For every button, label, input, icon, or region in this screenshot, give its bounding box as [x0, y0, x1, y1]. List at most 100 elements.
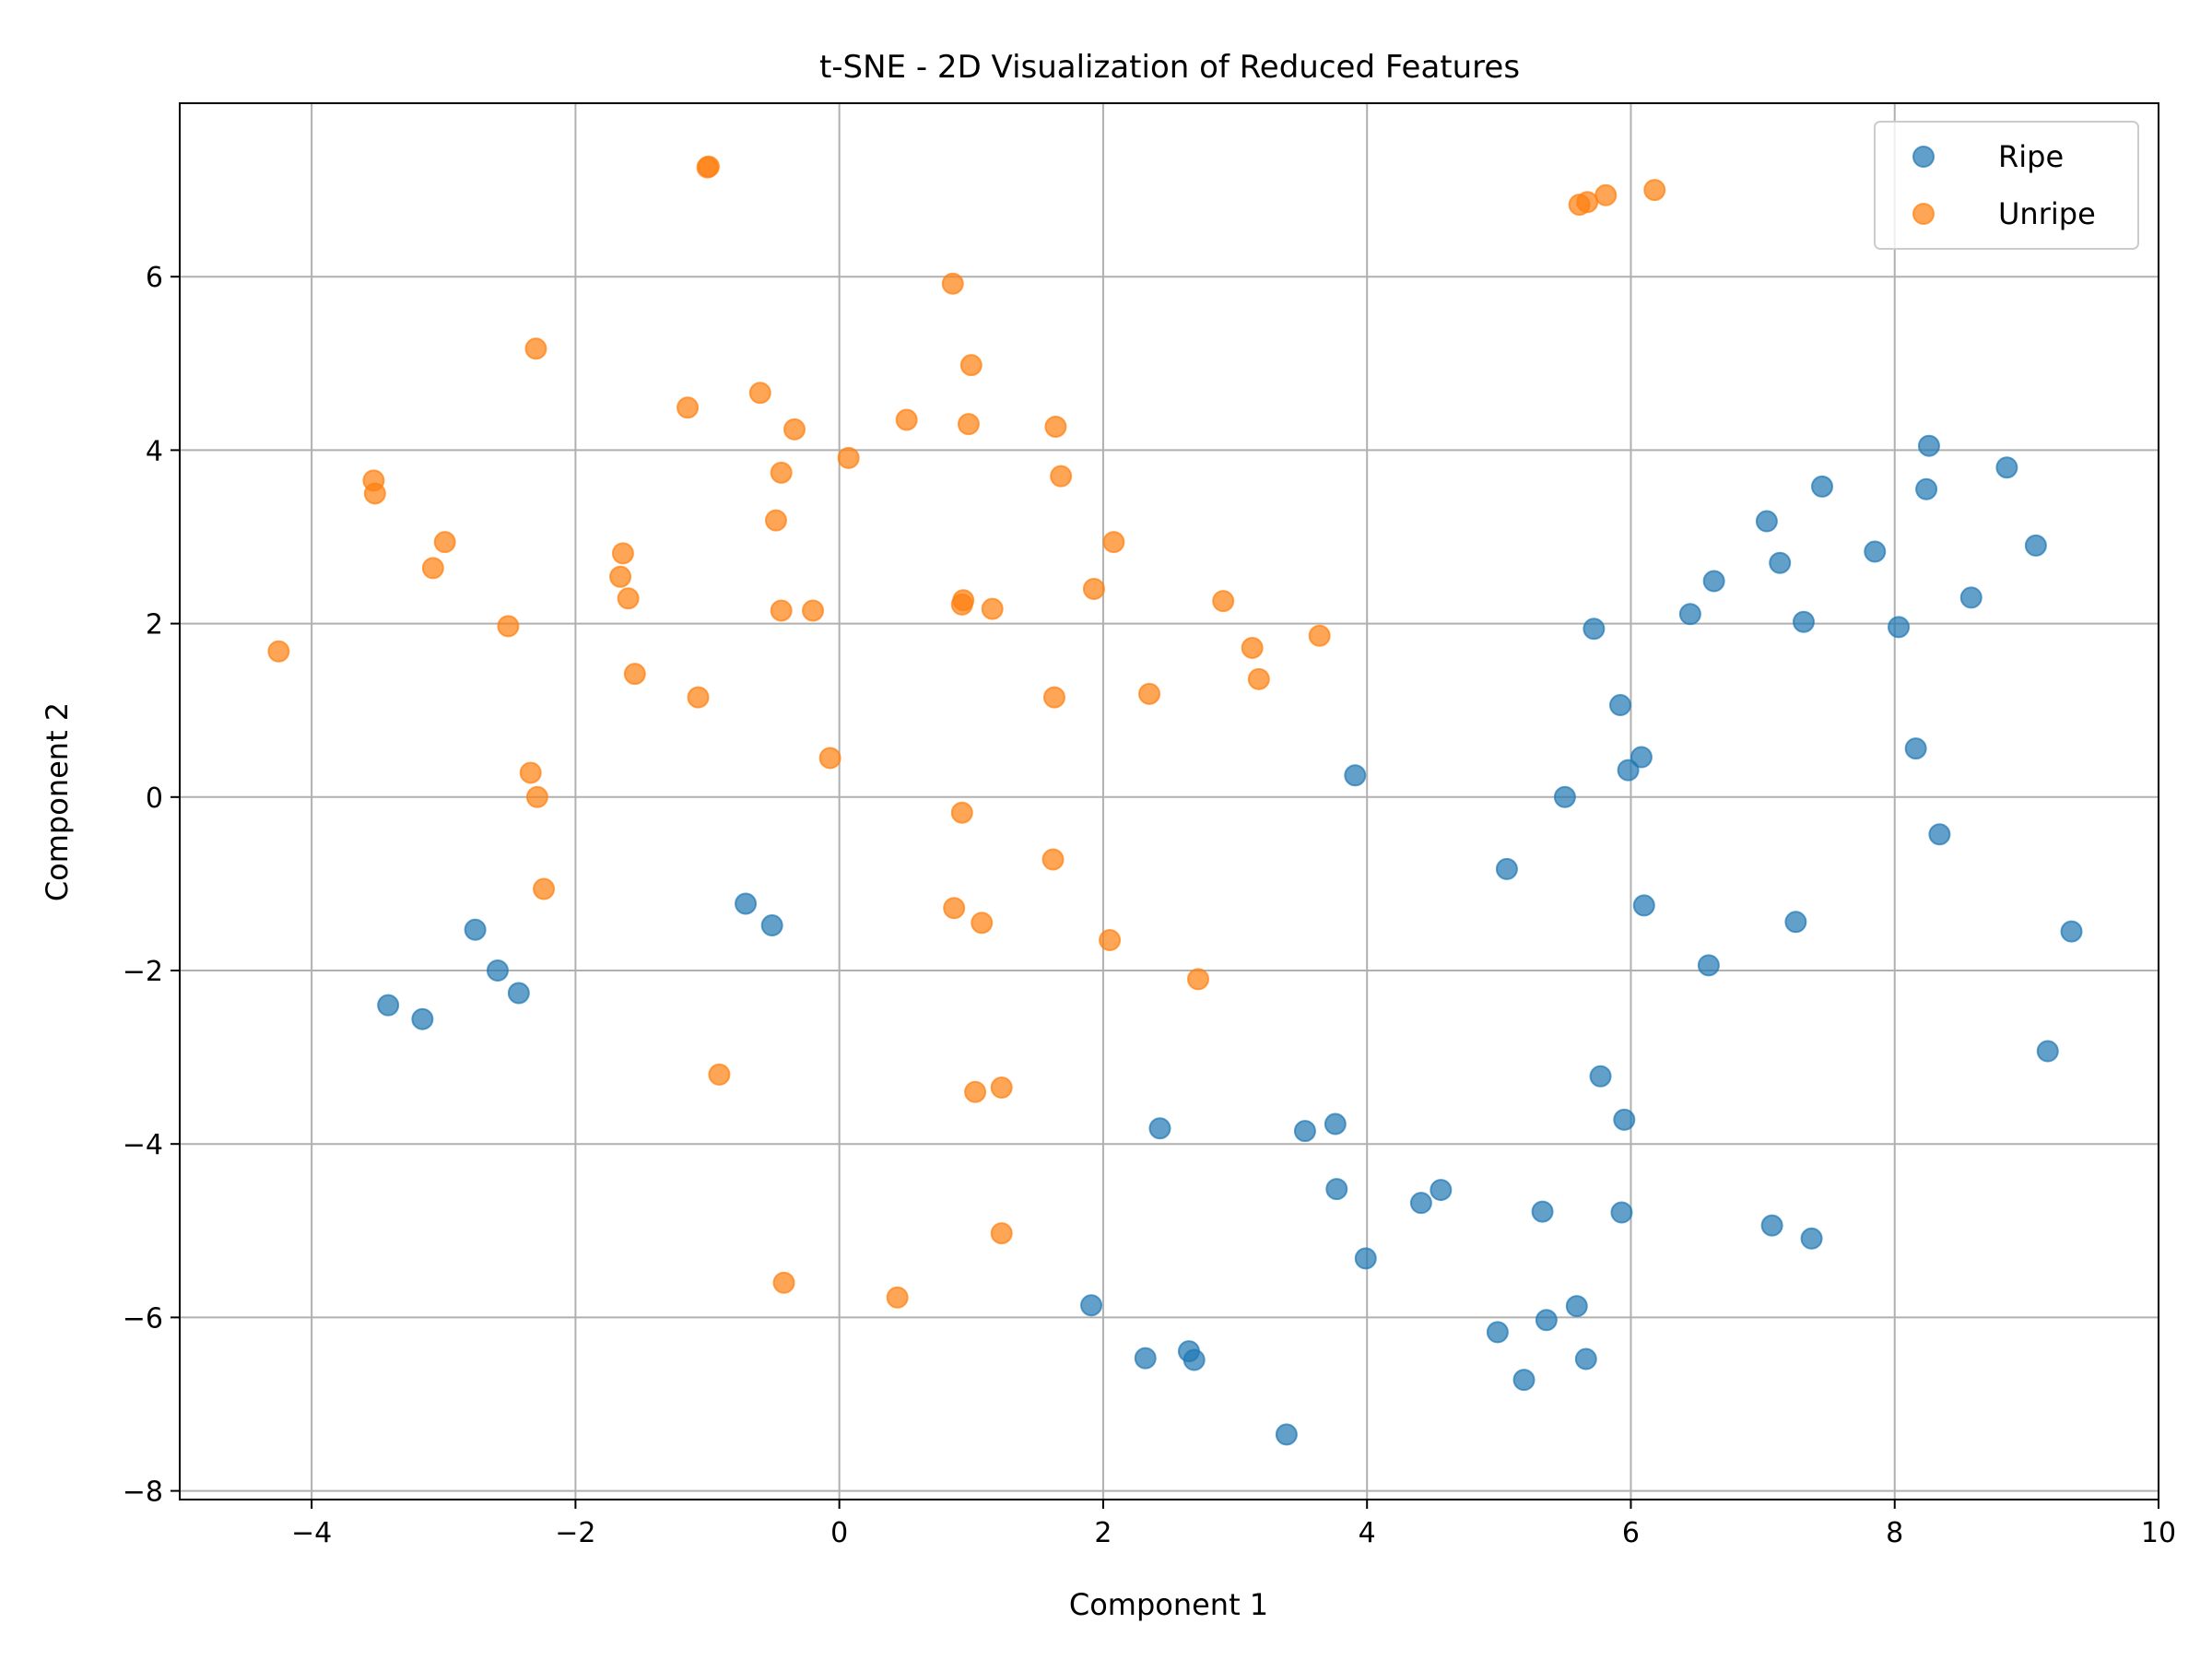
point-ripe	[1293, 1120, 1316, 1143]
point-ripe	[1583, 618, 1606, 641]
point-ripe	[1553, 785, 1576, 808]
point-unripe	[677, 396, 700, 419]
x-tick-label: −4	[291, 1517, 332, 1549]
point-ripe	[1702, 570, 1725, 593]
point-ripe	[1148, 1117, 1171, 1140]
y-axis-label: Component 2	[40, 702, 75, 901]
point-unripe	[1050, 465, 1073, 488]
point-ripe	[1755, 510, 1778, 533]
point-ripe	[411, 1007, 434, 1030]
point-unripe	[943, 897, 966, 920]
x-tick-label: 4	[1359, 1517, 1376, 1549]
point-ripe	[735, 892, 758, 915]
point-ripe	[1344, 764, 1367, 787]
legend: Ripe Unripe	[1874, 121, 2139, 250]
data-points	[267, 155, 2083, 1446]
point-unripe	[623, 663, 646, 686]
y-tick-label: −2	[123, 956, 163, 988]
legend-label-ripe: Ripe	[1998, 139, 2064, 174]
x-tick-label: 10	[2141, 1517, 2176, 1549]
point-unripe	[964, 1080, 987, 1103]
point-unripe	[802, 599, 825, 622]
point-ripe	[1995, 456, 2018, 479]
point-ripe	[1760, 1214, 1783, 1237]
point-ripe	[1915, 477, 1938, 500]
x-tick-label: 2	[1094, 1517, 1112, 1549]
point-ripe	[1630, 746, 1653, 769]
point-ripe	[1325, 1178, 1348, 1201]
point-ripe	[1409, 1192, 1432, 1215]
point-unripe	[895, 408, 918, 431]
series-unripe	[267, 155, 1666, 1309]
point-ripe	[1904, 737, 1927, 760]
point-unripe	[1042, 686, 1065, 709]
point-ripe	[1959, 586, 1983, 609]
point-ripe	[1917, 434, 1940, 457]
point-ripe	[1769, 551, 1792, 574]
point-unripe	[886, 1286, 909, 1309]
point-ripe	[1486, 1321, 1509, 1344]
point-unripe	[772, 1271, 795, 1294]
point-ripe	[1080, 1294, 1103, 1317]
y-tick-label: 0	[146, 782, 163, 815]
point-ripe	[1531, 1200, 1554, 1223]
point-ripe	[1678, 603, 1701, 626]
point-ripe	[1324, 1112, 1347, 1135]
point-unripe	[1102, 531, 1125, 554]
series-ripe	[377, 434, 2083, 1446]
point-unripe	[617, 587, 640, 610]
legend-marker-ripe	[1912, 146, 1935, 168]
point-unripe	[687, 686, 710, 709]
point-ripe	[760, 914, 783, 937]
point-unripe	[1044, 415, 1067, 438]
point-unripe	[764, 509, 787, 532]
point-unripe	[1576, 191, 1599, 214]
point-unripe	[770, 461, 793, 484]
point-ripe	[1792, 610, 1815, 633]
point-unripe	[421, 557, 444, 580]
y-tick-label: −6	[123, 1302, 163, 1335]
point-ripe	[1811, 475, 1834, 498]
point-ripe	[1697, 954, 1720, 977]
point-unripe	[611, 542, 634, 565]
point-unripe	[1099, 929, 1122, 952]
point-ripe	[2024, 534, 2047, 557]
x-axis-ticks: −4 −2 0 2 4 6 8 10	[291, 1500, 2176, 1549]
point-ripe	[1784, 911, 1807, 934]
point-unripe	[433, 531, 456, 554]
legend-label-unripe: Unripe	[1998, 196, 2096, 231]
y-tick-label: 6	[146, 262, 163, 294]
plot-frame	[179, 102, 2159, 1500]
point-unripe	[941, 272, 964, 295]
point-unripe	[990, 1077, 1013, 1100]
chart-title: t-SNE - 2D Visualization of Reduced Feat…	[819, 49, 1520, 86]
point-unripe	[952, 589, 975, 612]
point-ripe	[1182, 1348, 1206, 1371]
point-unripe	[748, 382, 771, 405]
point-unripe	[818, 747, 841, 770]
y-tick-label: −8	[123, 1477, 163, 1509]
point-unripe	[1241, 636, 1264, 659]
point-unripe	[1594, 183, 1618, 206]
point-unripe	[267, 640, 290, 663]
point-unripe	[1308, 624, 1331, 647]
point-ripe	[1565, 1295, 1588, 1318]
point-unripe	[497, 615, 520, 638]
point-unripe	[990, 1222, 1013, 1245]
y-tick-label: 4	[146, 435, 163, 467]
point-unripe	[1643, 179, 1666, 202]
point-ripe	[1800, 1227, 1823, 1250]
point-unripe	[708, 1063, 731, 1086]
point-ripe	[2036, 1040, 2059, 1063]
point-ripe	[507, 982, 530, 1005]
point-unripe	[770, 599, 793, 622]
point-unripe	[609, 565, 632, 588]
y-tick-label: −4	[123, 1129, 163, 1161]
x-tick-label: 8	[1886, 1517, 1903, 1549]
point-ripe	[486, 959, 509, 982]
point-ripe	[1632, 894, 1655, 917]
point-unripe	[783, 418, 806, 441]
point-ripe	[2060, 920, 2083, 943]
point-ripe	[1617, 759, 1640, 782]
